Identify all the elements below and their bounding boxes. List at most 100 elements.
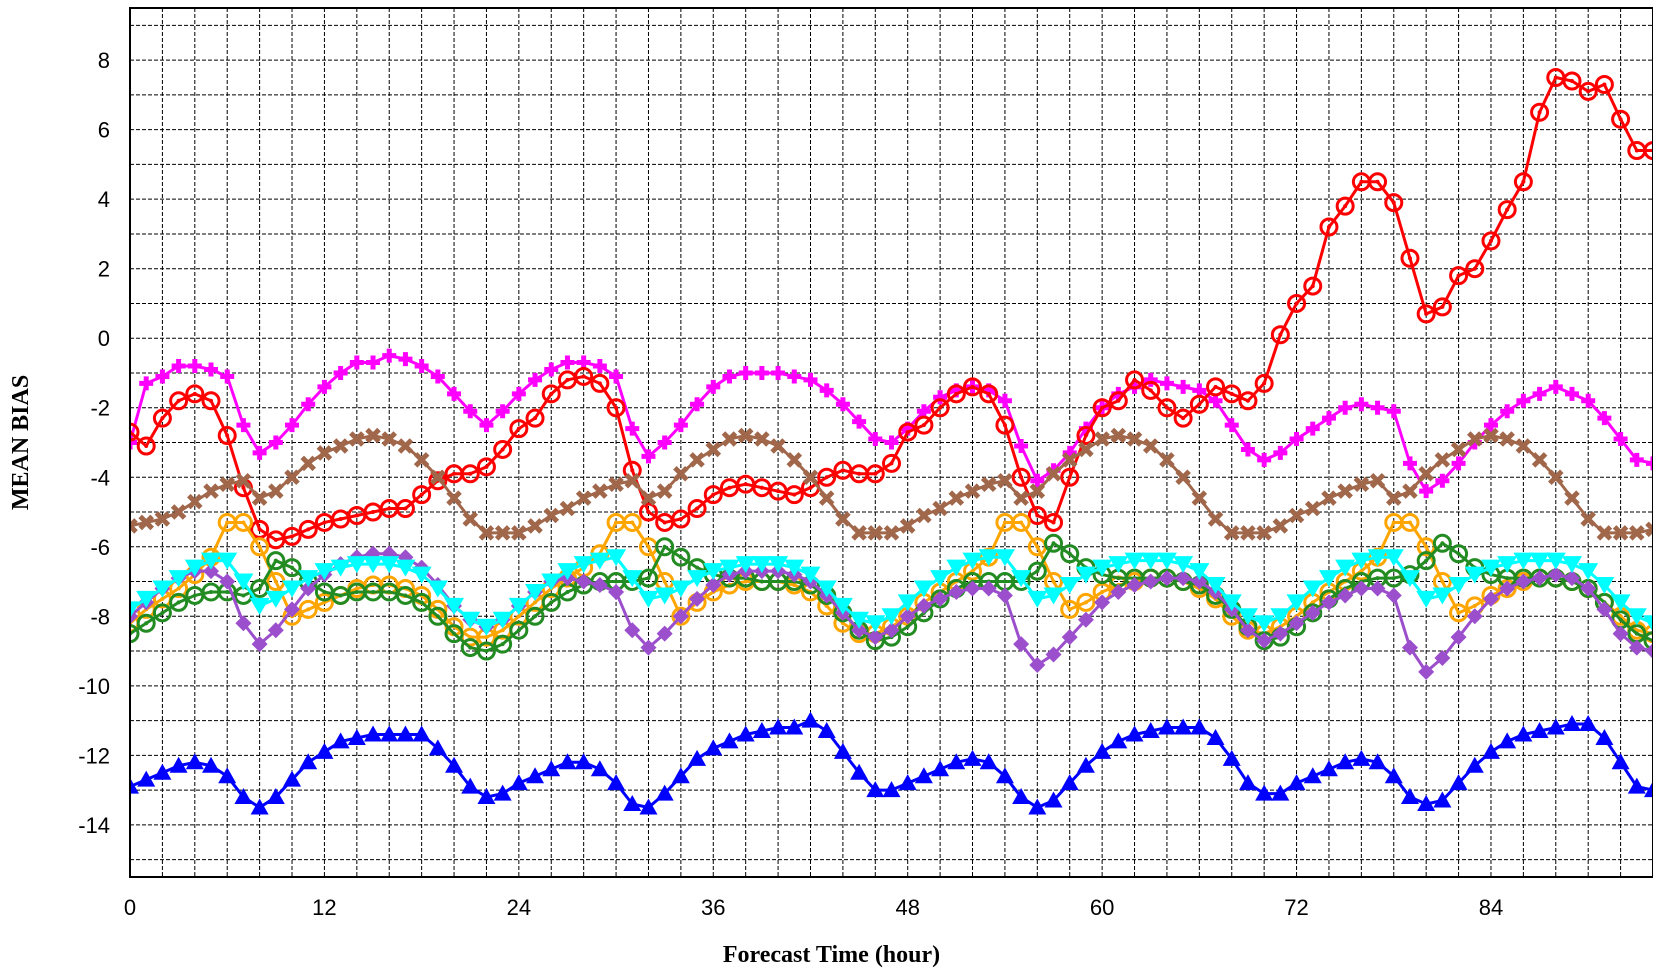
data-point [1513,172,1533,192]
data-point [1386,490,1402,506]
data-point [606,549,627,567]
data-point [882,453,901,473]
data-point [1563,570,1580,587]
data-point-center [338,593,343,598]
data-point-center [1456,273,1461,278]
data-point [1629,452,1644,467]
data-point [169,756,188,773]
data-point [265,590,286,608]
data-point [171,359,186,374]
data-point [1402,456,1417,471]
data-point [1434,650,1451,667]
data-point [1400,248,1420,268]
data-point-center [371,510,376,515]
data-point [268,435,283,450]
data-point-center [1002,579,1007,584]
data-point [754,431,770,447]
data-point-center [273,537,278,542]
data-point-center [1326,224,1331,229]
data-point [1335,196,1355,216]
data-point-center [1229,391,1234,396]
data-point-center [1051,520,1056,525]
data-point [1516,393,1531,408]
series-7 [130,711,1653,815]
data-point-center [533,416,538,421]
data-point [283,770,302,787]
data-point-center [1181,416,1186,421]
data-point [1450,441,1467,458]
data-point-center [1213,384,1218,389]
data-point [130,422,140,442]
y-tick-label: -6 [90,535,110,560]
data-point [331,732,350,749]
data-point-center [452,631,457,636]
data-point [493,439,513,459]
data-point-center [306,607,311,612]
data-point [427,580,448,598]
data-point-center [1521,179,1526,184]
data-point [493,784,512,801]
data-point-center [1067,607,1072,612]
data-point [1435,473,1450,488]
data-point-center [533,614,538,619]
data-point [413,452,430,468]
data-point [1646,456,1653,471]
data-point-center [371,589,376,594]
data-point [1483,427,1499,444]
data-point [1011,570,1032,588]
data-point [1370,400,1385,415]
data-point-center [1472,266,1477,271]
data-point [1159,376,1174,391]
data-point [1156,552,1177,570]
data-point-center [354,589,359,594]
data-point [300,455,316,472]
data-point [932,590,949,607]
x-tick-label: 72 [1284,895,1308,920]
data-point [1094,594,1111,611]
data-point [154,511,171,527]
data-point [816,580,837,598]
data-point [1626,608,1647,626]
data-point [314,592,334,612]
data-point [1273,445,1288,460]
data-point-center [1100,405,1105,410]
data-point-center [257,586,262,591]
data-point [1595,728,1614,745]
data-point [525,408,545,428]
data-point [1578,81,1598,101]
data-point [138,514,154,531]
data-point [1043,587,1064,605]
data-point-center [225,589,230,594]
data-point [1480,559,1501,577]
data-point [1060,599,1080,619]
data-point [622,512,642,532]
data-point [1270,325,1290,345]
data-point [445,756,464,773]
data-point [884,435,899,450]
data-point [1432,297,1452,317]
data-point [447,386,462,401]
data-point [1272,518,1289,534]
data-point [638,590,659,608]
data-point [1126,431,1143,447]
data-point [849,611,870,629]
data-point [168,570,189,588]
data-point [557,563,578,581]
data-point [463,404,478,419]
data-point-center [1440,304,1445,309]
data-point [1320,594,1337,611]
data-point [1029,483,1046,499]
data-point-center [954,391,959,396]
data-point [1367,549,1388,567]
data-point [1419,484,1434,499]
data-point [1416,551,1436,571]
data-point [785,718,804,735]
data-point [866,781,885,798]
data-point [139,376,154,391]
data-point [1175,570,1192,587]
data-point [1497,200,1517,220]
data-point [493,634,513,654]
data-point [1173,556,1194,574]
data-point [1465,259,1485,279]
data-point-center [144,443,149,448]
